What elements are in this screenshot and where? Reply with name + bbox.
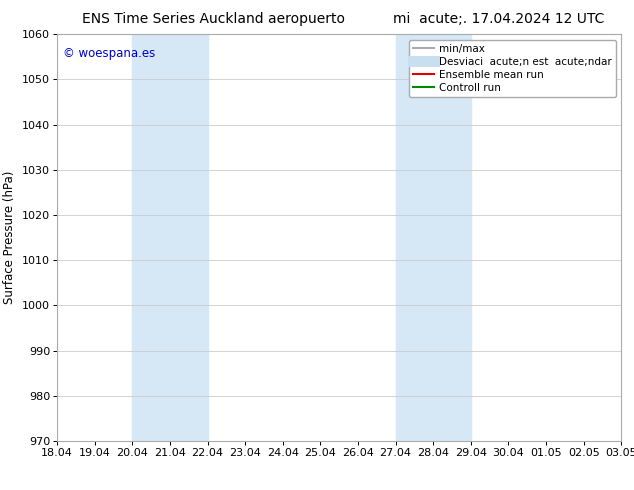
- Bar: [133, 34, 207, 441]
- Bar: [396, 34, 471, 441]
- Text: mi  acute;. 17.04.2024 12 UTC: mi acute;. 17.04.2024 12 UTC: [393, 12, 604, 26]
- Text: © woespana.es: © woespana.es: [63, 47, 155, 59]
- Y-axis label: Surface Pressure (hPa): Surface Pressure (hPa): [3, 171, 16, 304]
- Text: ENS Time Series Auckland aeropuerto: ENS Time Series Auckland aeropuerto: [82, 12, 346, 26]
- Legend: min/max, Desviaci  acute;n est  acute;ndar, Ensemble mean run, Controll run: min/max, Desviaci acute;n est acute;ndar…: [409, 40, 616, 97]
